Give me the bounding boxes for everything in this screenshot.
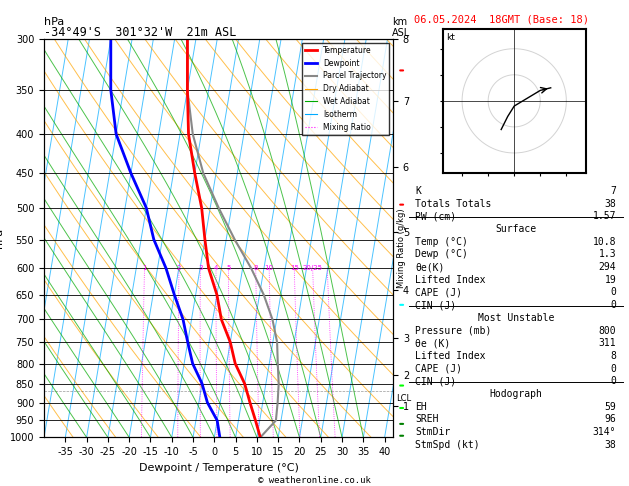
Text: 15: 15	[290, 265, 299, 271]
Text: 311: 311	[599, 338, 616, 348]
Text: Hodograph: Hodograph	[489, 389, 542, 399]
Text: Lifted Index: Lifted Index	[415, 275, 486, 285]
X-axis label: Dewpoint / Temperature (°C): Dewpoint / Temperature (°C)	[138, 463, 299, 473]
Text: 10.8: 10.8	[593, 237, 616, 247]
Text: 8: 8	[253, 265, 258, 271]
Text: © weatheronline.co.uk: © weatheronline.co.uk	[258, 475, 371, 485]
Text: 3: 3	[198, 265, 203, 271]
Text: Lifted Index: Lifted Index	[415, 351, 486, 361]
Text: θe (K): θe (K)	[415, 338, 450, 348]
Text: 06.05.2024  18GMT (Base: 18): 06.05.2024 18GMT (Base: 18)	[414, 15, 589, 25]
Text: Surface: Surface	[495, 224, 537, 234]
Text: CAPE (J): CAPE (J)	[415, 288, 462, 297]
Text: 1.3: 1.3	[599, 249, 616, 260]
Text: StmSpd (kt): StmSpd (kt)	[415, 440, 480, 450]
Text: 2: 2	[177, 265, 181, 271]
Text: 10: 10	[265, 265, 274, 271]
Text: EH: EH	[415, 401, 427, 412]
Text: Pressure (mb): Pressure (mb)	[415, 326, 492, 335]
Text: 0: 0	[610, 288, 616, 297]
Text: θe(K): θe(K)	[415, 262, 445, 272]
Text: 38: 38	[604, 199, 616, 208]
Text: 96: 96	[604, 414, 616, 424]
Text: 4: 4	[214, 265, 218, 271]
Text: 800: 800	[599, 326, 616, 335]
Text: 314°: 314°	[593, 427, 616, 437]
Text: 1.57: 1.57	[593, 211, 616, 222]
Text: CIN (J): CIN (J)	[415, 300, 457, 310]
Text: StmDir: StmDir	[415, 427, 450, 437]
Text: Dewp (°C): Dewp (°C)	[415, 249, 468, 260]
Text: 59: 59	[604, 401, 616, 412]
Text: 0: 0	[610, 300, 616, 310]
Text: K: K	[415, 186, 421, 196]
Text: 8: 8	[610, 351, 616, 361]
Text: 7: 7	[610, 186, 616, 196]
Text: 0: 0	[610, 376, 616, 386]
Text: CIN (J): CIN (J)	[415, 376, 457, 386]
Y-axis label: hPa: hPa	[0, 228, 4, 248]
Text: Totals Totals: Totals Totals	[415, 199, 492, 208]
Text: 38: 38	[604, 440, 616, 450]
Text: 1: 1	[142, 265, 147, 271]
Text: 19: 19	[604, 275, 616, 285]
Text: PW (cm): PW (cm)	[415, 211, 457, 222]
Text: km
ASL: km ASL	[392, 17, 410, 38]
Text: 5: 5	[226, 265, 231, 271]
Text: 0: 0	[610, 364, 616, 374]
Text: LCL: LCL	[397, 394, 412, 403]
Text: 20/25: 20/25	[303, 265, 323, 271]
Text: CAPE (J): CAPE (J)	[415, 364, 462, 374]
Text: -34°49'S  301°32'W  21m ASL: -34°49'S 301°32'W 21m ASL	[44, 26, 237, 39]
Text: 294: 294	[599, 262, 616, 272]
Text: SREH: SREH	[415, 414, 439, 424]
Legend: Temperature, Dewpoint, Parcel Trajectory, Dry Adiabat, Wet Adiabat, Isotherm, Mi: Temperature, Dewpoint, Parcel Trajectory…	[302, 43, 389, 135]
Text: Mixing Ratio (g/kg): Mixing Ratio (g/kg)	[397, 208, 406, 288]
Text: kt: kt	[447, 33, 455, 42]
Text: Temp (°C): Temp (°C)	[415, 237, 468, 247]
Text: Most Unstable: Most Unstable	[477, 313, 554, 323]
Text: hPa: hPa	[44, 17, 64, 27]
